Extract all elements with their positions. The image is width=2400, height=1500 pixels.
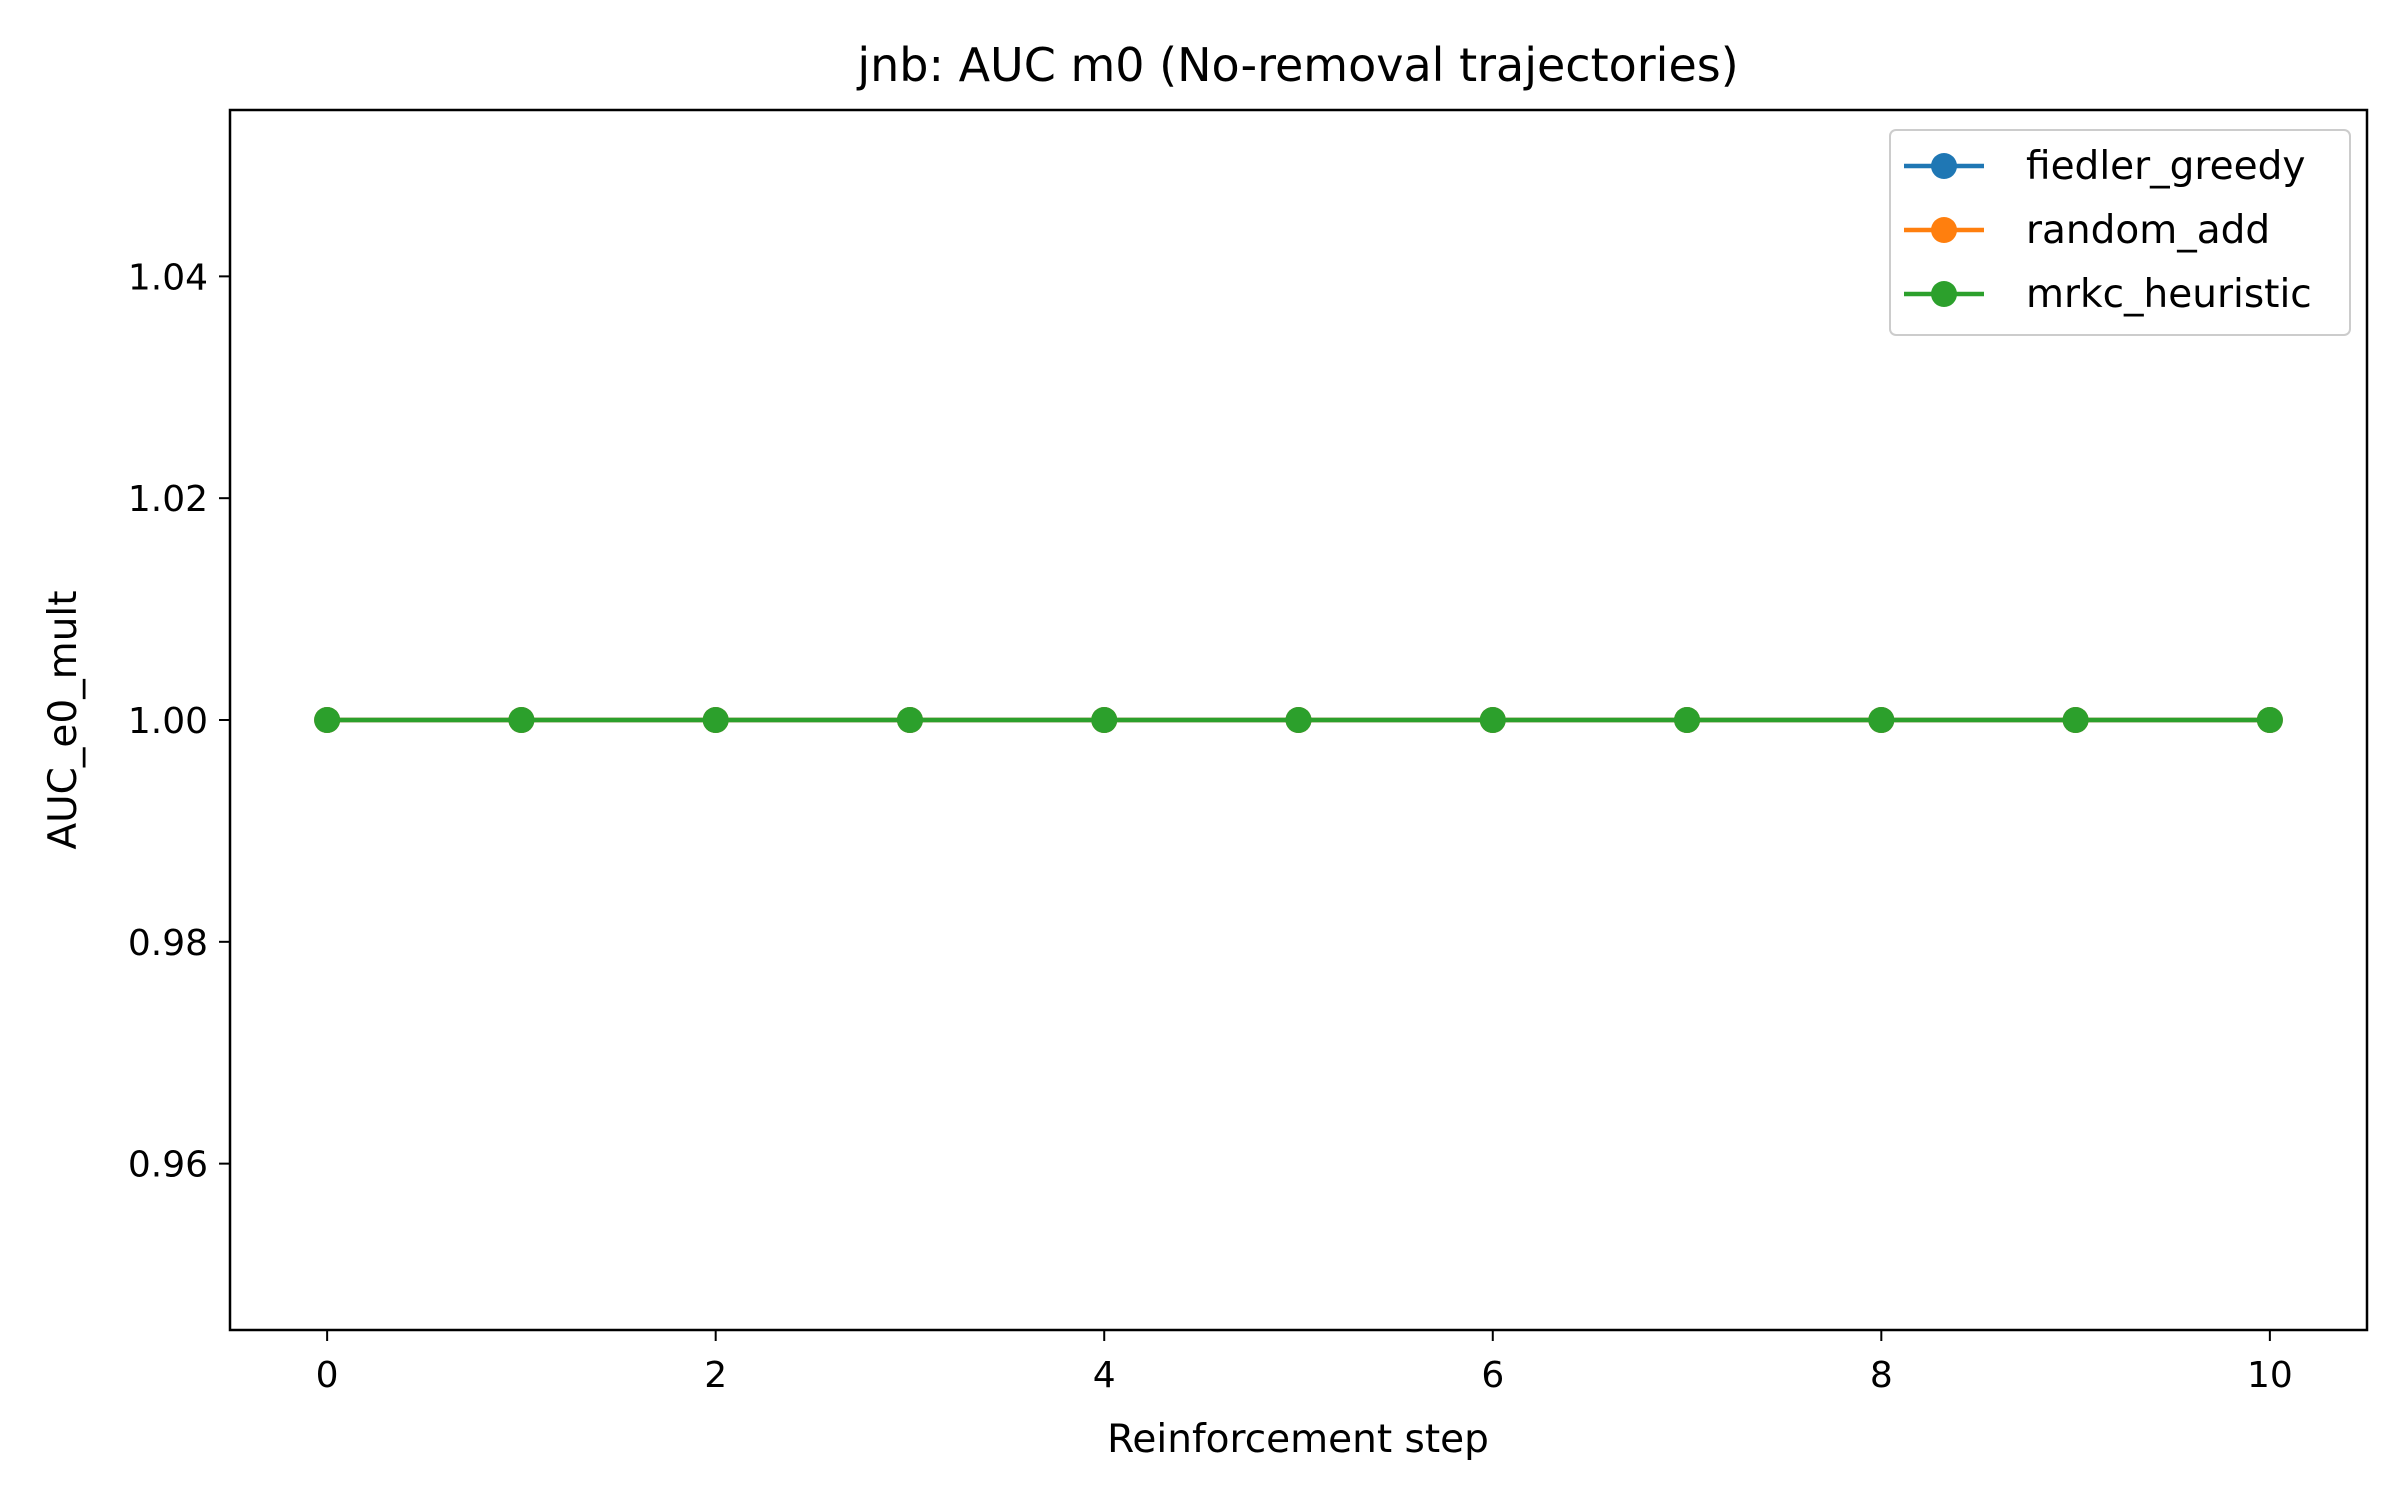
legend: fiedler_greedy random_add mrkc_heuristic (1889, 129, 2351, 336)
legend-box (1889, 129, 2351, 336)
y-tick-label: 0.96 (128, 1145, 208, 1186)
y-tick-label: 0.98 (128, 923, 208, 964)
x-tick-label: 0 (316, 1355, 339, 1396)
data-point-mrkc_heuristic (1285, 707, 1312, 733)
legend-label: fiedler_greedy (2026, 144, 2305, 189)
data-point-mrkc_heuristic (1868, 707, 1895, 733)
y-tick-label: 1.00 (128, 701, 208, 742)
data-point-mrkc_heuristic (2062, 707, 2089, 733)
data-point-mrkc_heuristic (508, 707, 535, 733)
data-point-mrkc_heuristic (896, 707, 923, 733)
data-point-mrkc_heuristic (1091, 707, 1118, 733)
y-axis: 0.96 0.98 1.00 1.02 1.04 (128, 257, 230, 1186)
legend-marker-random_add (1931, 217, 1957, 243)
legend-label: mrkc_heuristic (2026, 272, 2312, 317)
data-point-mrkc_heuristic (1674, 707, 1701, 733)
legend-marker-mrkc_heuristic (1931, 281, 1957, 307)
x-tick-label: 2 (704, 1355, 727, 1396)
x-tick-label: 4 (1093, 1355, 1116, 1396)
x-tick-label: 8 (1870, 1355, 1893, 1396)
data-point-mrkc_heuristic (314, 707, 341, 733)
x-tick-label: 10 (2247, 1355, 2293, 1396)
plot-area (314, 707, 2283, 733)
x-axis: 0 2 4 6 8 10 (316, 1330, 2293, 1396)
data-point-mrkc_heuristic (702, 707, 729, 733)
y-axis-label: AUC_e0_mult (41, 590, 86, 849)
legend-marker-fiedler_greedy (1931, 153, 1957, 179)
x-tick-label: 6 (1481, 1355, 1504, 1396)
data-point-mrkc_heuristic (2256, 707, 2283, 733)
y-tick-label: 1.04 (128, 257, 208, 298)
x-axis-label: Reinforcement step (1107, 1417, 1489, 1462)
legend-label: random_add (2026, 208, 2270, 253)
chart-title: jnb: AUC m0 (No-removal trajectories) (856, 38, 1738, 92)
data-point-mrkc_heuristic (1479, 707, 1506, 733)
y-tick-label: 1.02 (128, 479, 208, 520)
